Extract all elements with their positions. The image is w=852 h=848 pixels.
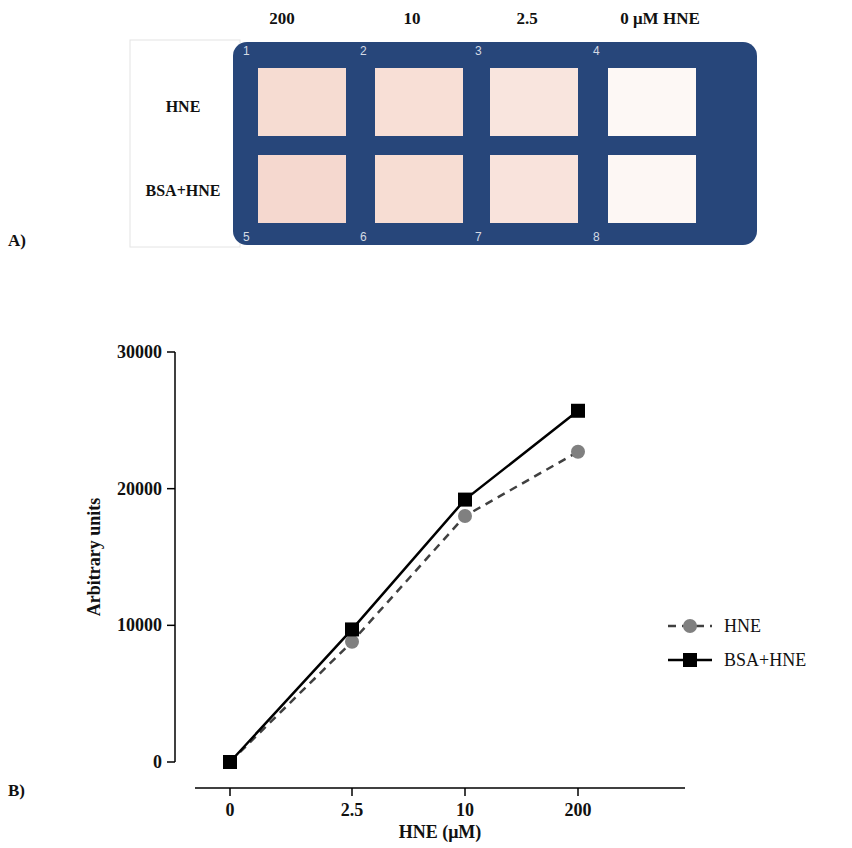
x-tick-label: 10: [456, 800, 474, 820]
x-tick: [577, 788, 579, 796]
well: [375, 68, 463, 136]
marker: [345, 635, 359, 649]
marker: [223, 755, 237, 769]
well: [490, 155, 578, 223]
y-axis-title: Arbitrary units: [84, 498, 104, 617]
well-number: 8: [593, 230, 600, 244]
y-tick-label: 0: [153, 752, 162, 772]
row-label: BSA+HNE: [146, 182, 221, 199]
panel-b: 0 10000 20000 30000 0 2.5 10 200 HNE (μM) Arbitra…: [8, 342, 806, 843]
well-number: 4: [593, 44, 600, 58]
marker: [458, 493, 472, 507]
y-tick: [167, 351, 175, 353]
x-tick: [229, 788, 231, 796]
x-tick-label: 2.5: [341, 800, 364, 820]
well-number: 3: [475, 44, 482, 58]
strip-end: [130, 40, 240, 247]
x-tick: [464, 788, 466, 796]
marker: [345, 622, 359, 636]
marker: [458, 509, 472, 523]
well-number: 2: [360, 44, 367, 58]
well: [375, 155, 463, 223]
column-label: 2.5: [516, 9, 537, 28]
well: [258, 68, 346, 136]
figure: 200102.50 μM HNEHNEBSA+HNE12345678A)0100…: [0, 0, 852, 848]
marker: [571, 404, 585, 418]
well-number: 6: [360, 230, 367, 244]
column-label: 200: [269, 9, 295, 28]
well: [490, 68, 578, 136]
marker: [571, 445, 585, 459]
y-tick-label: 20000: [117, 479, 162, 499]
x-axis-title: HNE (μM): [399, 822, 482, 843]
series-line: [230, 452, 578, 762]
well: [608, 155, 696, 223]
legend-label: BSA+HNE: [724, 650, 806, 670]
legend-marker: [683, 619, 697, 633]
panel-label: A): [8, 231, 26, 250]
column-label: 10: [404, 9, 421, 28]
y-tick: [167, 761, 175, 763]
marker: [223, 755, 237, 769]
y-axis: [174, 352, 176, 762]
y-tick-label: 10000: [117, 615, 162, 635]
y-tick: [167, 488, 175, 490]
x-axis: [195, 787, 685, 789]
strip: [233, 42, 757, 245]
panel-a: 200 10 2.5 0 μM HNE HNE BSA+HNE 1 2 3 4 5 6 7 8 A): [8, 9, 757, 250]
plot-data: [223, 404, 585, 769]
x-tick-label: 200: [565, 800, 592, 820]
x-tick: [351, 788, 353, 796]
legend: HNE BSA+HNE: [668, 616, 806, 670]
well-number: 5: [243, 230, 250, 244]
y-tick-label: 30000: [117, 342, 162, 362]
column-label: 0 μM HNE: [620, 9, 700, 28]
well-number: 7: [475, 230, 482, 244]
panel-label: B): [8, 781, 25, 800]
well-number: 1: [243, 44, 250, 58]
series-line: [230, 411, 578, 762]
well: [608, 68, 696, 136]
x-tick-label: 0: [226, 800, 235, 820]
legend-marker: [683, 653, 697, 667]
well: [258, 155, 346, 223]
legend-label: HNE: [724, 616, 761, 636]
row-label: HNE: [166, 98, 201, 115]
y-tick: [167, 625, 175, 627]
